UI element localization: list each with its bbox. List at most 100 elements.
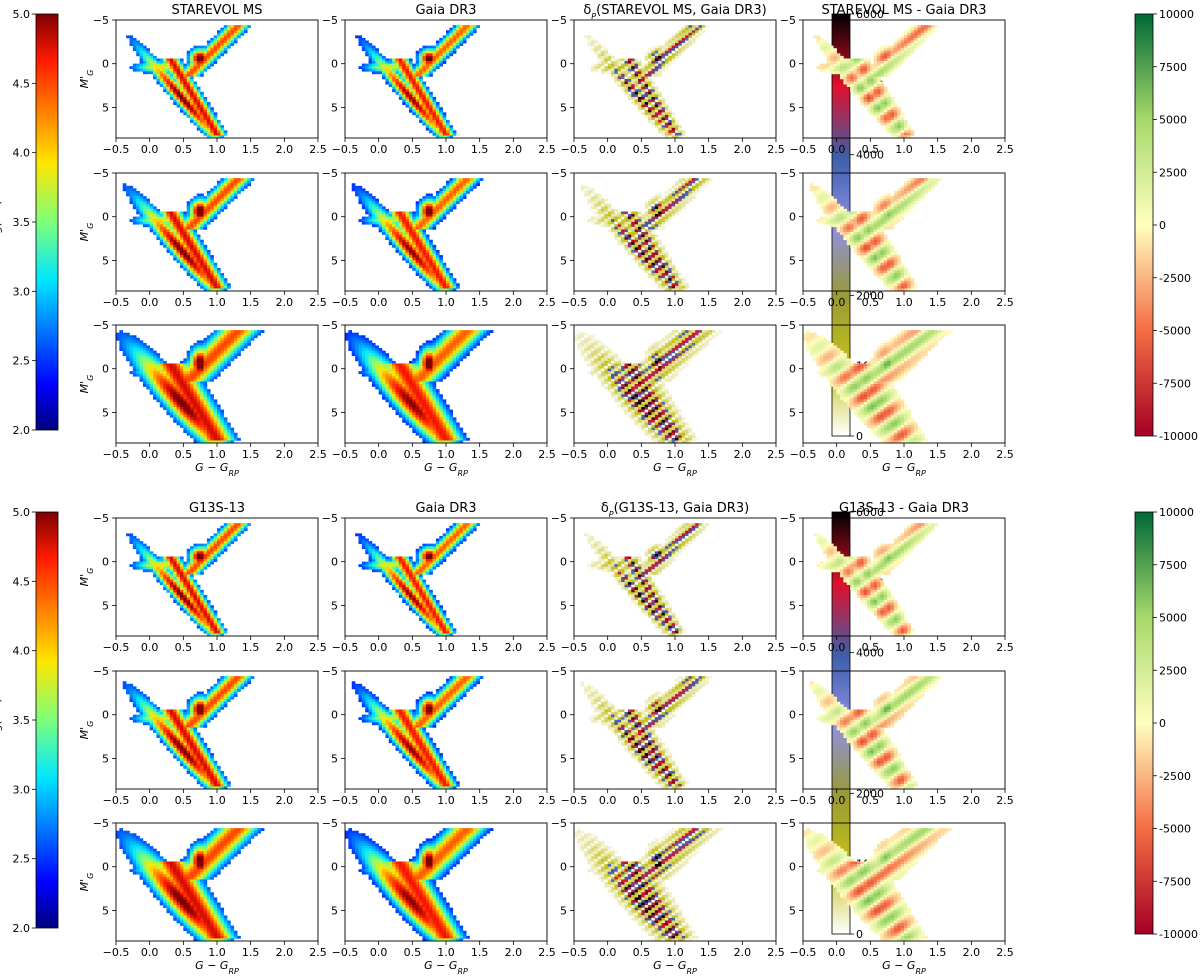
heat-cell <box>678 283 683 287</box>
heat-cell <box>860 73 864 77</box>
heat-cell <box>159 234 164 238</box>
heat-cell <box>900 278 905 282</box>
heat-cell <box>179 226 184 230</box>
heat-cell <box>415 99 420 103</box>
heat-cell <box>853 224 858 228</box>
heat-cell <box>196 214 201 217</box>
heat-cell <box>914 285 918 289</box>
heat-cell <box>900 61 905 64</box>
heat-cell <box>617 58 622 62</box>
heat-cell <box>607 63 612 67</box>
heat-cell <box>661 265 666 269</box>
heat-cell <box>203 275 208 279</box>
heat-cell <box>664 283 669 287</box>
heat-cell <box>190 117 194 121</box>
heat-cell <box>193 117 198 121</box>
heat-cell <box>462 178 467 181</box>
heat-cell <box>425 196 430 199</box>
heat-cell <box>419 112 423 116</box>
heat-cell <box>658 285 662 289</box>
heat-cell <box>920 35 925 39</box>
heat-cell <box>190 226 194 230</box>
heat-cell <box>853 79 858 82</box>
heat-cell <box>425 237 430 240</box>
heat-cell <box>368 221 373 225</box>
heat-cell <box>382 216 386 220</box>
heat-cell <box>887 61 891 64</box>
heat-cell <box>648 214 652 217</box>
heat-cell <box>186 239 191 243</box>
heat-cell <box>836 71 841 75</box>
heat-cell <box>210 206 214 210</box>
x-tick-label: 2.5 <box>767 296 785 309</box>
heat-cell <box>402 89 406 93</box>
heat-cell <box>190 73 194 77</box>
heat-cell <box>446 190 450 194</box>
colorbar-diff-tick-label: -10000 <box>1159 928 1198 941</box>
heat-cell <box>816 198 821 202</box>
heat-cell <box>358 201 363 205</box>
heat-cell <box>654 198 659 202</box>
heat-cell <box>179 260 184 264</box>
heat-cell <box>880 112 885 116</box>
heat-cell <box>678 273 683 276</box>
heat-cell <box>435 214 440 217</box>
heat-cell <box>627 61 632 64</box>
heat-cell <box>126 348 130 351</box>
heat-cell <box>429 58 433 62</box>
heat-cell <box>183 79 187 82</box>
heat-cell <box>634 234 639 238</box>
heat-cell <box>819 201 824 205</box>
heat-cell <box>368 206 373 210</box>
heat-cell <box>173 58 177 62</box>
heat-cell <box>415 104 420 108</box>
heat-cell <box>142 206 147 210</box>
heat-cell <box>116 332 120 336</box>
heat-cell <box>614 71 619 75</box>
heat-cell <box>196 45 201 49</box>
heat-cell <box>132 196 137 199</box>
heat-cell <box>176 102 181 105</box>
heat-cell <box>897 122 901 126</box>
heat-cell <box>422 201 427 205</box>
heat-cell <box>402 91 406 95</box>
heat-cell <box>893 61 898 64</box>
heat-cell <box>597 45 602 49</box>
heat-cell <box>900 288 905 292</box>
heat-cell <box>860 63 864 67</box>
heat-cell <box>217 48 221 52</box>
heat-cell <box>813 188 817 192</box>
heat-cell <box>883 214 888 217</box>
heat-cell <box>873 102 878 105</box>
heat-cell <box>860 211 864 215</box>
heat-cell <box>173 257 177 261</box>
heat-cell <box>190 79 194 82</box>
heat-cell <box>419 226 423 230</box>
heat-cell <box>917 180 922 184</box>
heat-cell <box>685 27 689 31</box>
heat-cell <box>213 267 218 271</box>
heat-cell <box>654 234 659 238</box>
heat-cell <box>415 219 420 223</box>
heat-cell <box>866 226 871 230</box>
heat-cell <box>685 190 689 194</box>
heat-cell <box>833 55 837 59</box>
heat-cell <box>446 208 450 212</box>
heat-cell <box>402 68 406 72</box>
heat-cell <box>863 211 868 215</box>
heat-cell <box>816 193 821 197</box>
colorbar-diff-tick-label: 0 <box>1159 717 1166 730</box>
heat-cell <box>186 71 191 75</box>
heat-cell <box>200 66 204 70</box>
heat-cell <box>371 61 376 64</box>
heat-cell <box>654 237 659 240</box>
heat-cell <box>661 270 666 274</box>
heat-cell <box>648 265 652 269</box>
heat-cell <box>220 273 225 276</box>
heat-cell <box>203 63 208 67</box>
heat-cell <box>641 216 645 220</box>
heat-cell <box>402 252 406 256</box>
heat-cell <box>668 283 672 287</box>
heat-cell <box>658 66 662 70</box>
heat-cell <box>637 99 642 103</box>
